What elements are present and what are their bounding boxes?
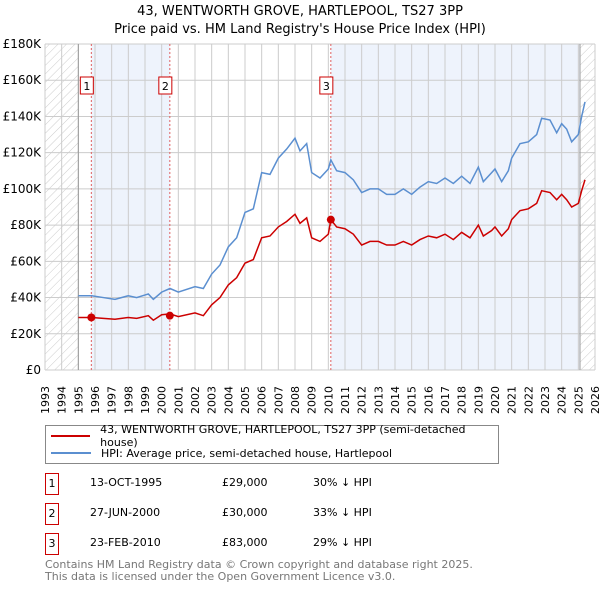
footer: Contains HM Land Registry data © Crown c… xyxy=(45,559,473,583)
price-chart: 1993 1994 1995 1996 1997 1998 1999 2000 2001 2002… xyxy=(3,37,600,414)
sale-price: £29,000 xyxy=(222,476,268,489)
footer-copyright: Contains HM Land Registry data © Crown c… xyxy=(45,558,473,571)
sale-row: 1 13-OCT-1995 £29,000 30% ↓ HPI xyxy=(45,473,445,495)
sale-hpi-diff: 29% ↓ HPI xyxy=(313,536,372,549)
x-tick-label: 2002 xyxy=(189,386,202,414)
y-tick-label: £20K xyxy=(10,327,42,341)
shade-region xyxy=(91,44,170,370)
sale-point xyxy=(165,311,174,320)
sale-row: 2 27-JUN-2000 £30,000 33% ↓ HPI xyxy=(45,503,445,525)
sale-marker-label: 2 xyxy=(162,80,169,93)
red-line-swatch xyxy=(51,435,91,437)
x-tick-label: 2009 xyxy=(306,386,319,414)
footer-licence: This data is licensed under the Open Gov… xyxy=(45,570,396,583)
y-tick-label: £140K xyxy=(3,109,43,123)
x-tick-label: 1997 xyxy=(106,386,119,414)
sale-marker-badge xyxy=(158,76,173,95)
shade-region xyxy=(330,44,580,370)
y-tick-label: £100K xyxy=(3,182,43,196)
chart-title: 43, WENTWORTH GROVE, HARTLEPOOL, TS27 3P… xyxy=(137,4,463,19)
sale-date: 27-JUN-2000 xyxy=(90,506,161,519)
sale-marker-label: 1 xyxy=(83,80,90,93)
x-tick-label: 2001 xyxy=(172,386,185,414)
x-tick-label: 2025 xyxy=(572,386,585,414)
x-tick-label: 2008 xyxy=(289,386,302,414)
hatch-region xyxy=(580,44,595,370)
sale-date: 23-FEB-2010 xyxy=(90,536,161,549)
x-tick-label: 2004 xyxy=(222,386,235,414)
y-tick-label: £40K xyxy=(10,291,42,305)
x-tick-label: 2007 xyxy=(272,386,285,414)
x-tick-label: 2000 xyxy=(156,386,169,414)
x-tick-label: 2019 xyxy=(472,386,485,414)
sale-marker-label: 3 xyxy=(323,80,330,93)
x-tick-label: 2003 xyxy=(206,386,219,414)
sale-number-badge: 2 xyxy=(45,503,59,525)
y-tick-label: £180K xyxy=(3,37,43,51)
x-tick-label: 2016 xyxy=(422,386,435,414)
x-tick-label: 1999 xyxy=(139,386,152,414)
sale-marker-badge xyxy=(319,76,334,95)
property-price-line xyxy=(78,179,586,322)
y-tick-label: £60K xyxy=(10,254,42,268)
x-tick-label: 2020 xyxy=(489,386,502,414)
sale-number-badge: 3 xyxy=(45,533,59,555)
x-tick-label: 1994 xyxy=(56,386,69,414)
chart-subtitle: Price paid vs. HM Land Registry's House … xyxy=(114,22,486,37)
x-tick-label: 1996 xyxy=(89,386,102,414)
x-tick-label: 1993 xyxy=(39,386,52,414)
x-tick-label: 1998 xyxy=(122,386,135,414)
x-tick-label: 2021 xyxy=(506,386,519,414)
sale-marker-badge xyxy=(79,76,94,95)
x-tick-label: 1995 xyxy=(72,386,85,414)
legend-property: 43, WENTWORTH GROVE, HARTLEPOOL, TS27 3P… xyxy=(100,423,466,449)
x-tick-label: 2022 xyxy=(522,386,535,414)
sale-hpi-diff: 33% ↓ HPI xyxy=(313,506,372,519)
x-tick-label: 2015 xyxy=(406,386,419,414)
x-tick-label: 2026 xyxy=(589,386,600,414)
y-tick-label: £160K xyxy=(3,73,43,87)
y-tick-label: £0 xyxy=(26,363,41,377)
x-tick-label: 2013 xyxy=(372,386,385,414)
x-tick-label: 2024 xyxy=(556,386,569,414)
x-tick-label: 2018 xyxy=(456,386,469,414)
sale-point xyxy=(87,313,96,322)
sale-price: £83,000 xyxy=(222,536,268,549)
sale-date: 13-OCT-1995 xyxy=(90,476,163,489)
legend: 43, WENTWORTH GROVE, HARTLEPOOL, TS27 3P… xyxy=(45,423,499,464)
x-tick-label: 2005 xyxy=(239,386,252,414)
x-tick-label: 2011 xyxy=(339,386,352,414)
sale-number-badge: 1 xyxy=(45,473,59,495)
y-tick-label: £120K xyxy=(3,146,43,160)
sale-hpi-diff: 30% ↓ HPI xyxy=(313,476,372,489)
legend-hpi: HPI: Average price, semi-detached house,… xyxy=(101,446,393,460)
sale-point xyxy=(326,215,335,224)
hpi-line xyxy=(78,101,586,301)
x-tick-label: 2006 xyxy=(256,386,269,414)
sale-price: £30,000 xyxy=(222,506,268,519)
x-tick-label: 2010 xyxy=(322,386,335,414)
x-tick-label: 2023 xyxy=(539,386,552,414)
sale-row: 3 23-FEB-2010 £83,000 29% ↓ HPI xyxy=(45,533,445,555)
x-tick-label: 2012 xyxy=(356,386,369,414)
y-tick-label: £80K xyxy=(10,218,42,232)
x-tick-label: 2017 xyxy=(439,386,452,414)
x-tick-label: 2014 xyxy=(389,386,402,414)
blue-line-swatch xyxy=(51,452,91,454)
